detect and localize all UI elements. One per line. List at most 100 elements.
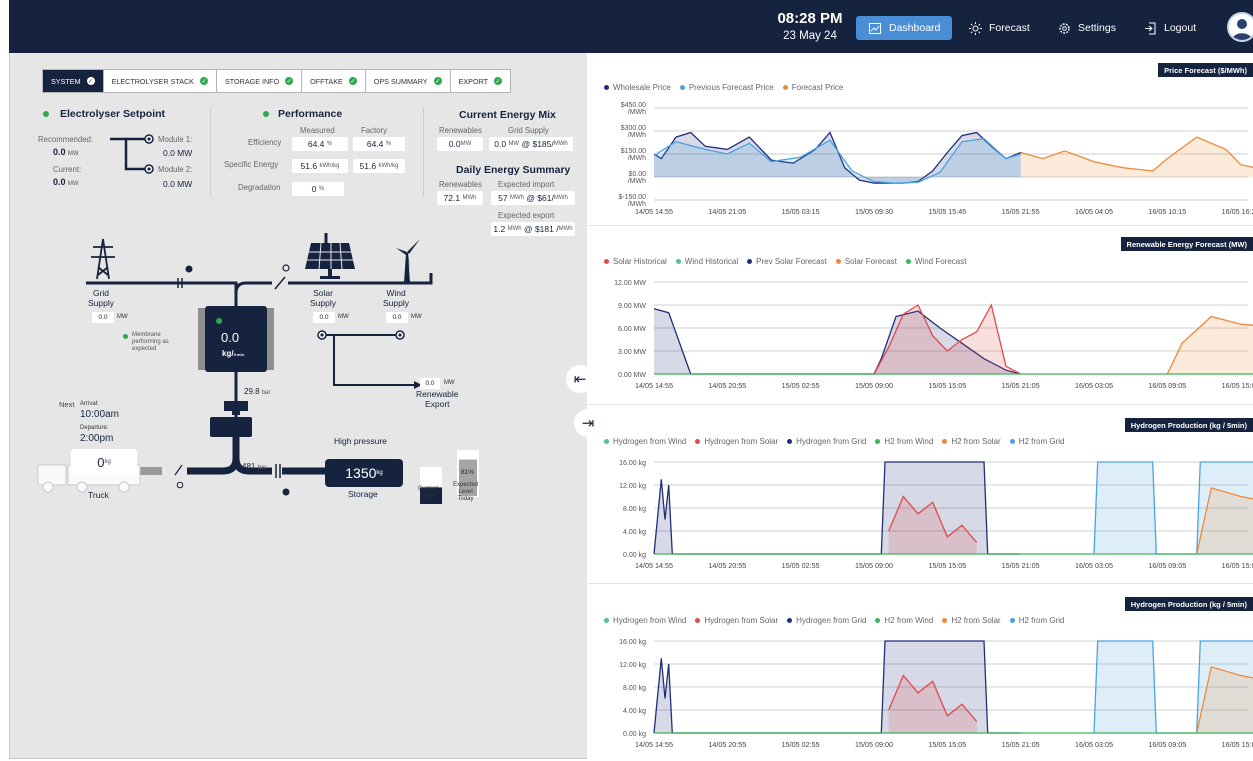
tab-label: SYSTEM <box>51 76 81 86</box>
x-tick-label: 15/05 21:05 <box>1002 740 1040 749</box>
legend-label: Previous Forecast Price <box>688 83 774 92</box>
daily-summary-title: Daily Energy Summary <box>456 164 571 176</box>
module-split-diagram <box>110 134 154 174</box>
legend-item[interactable]: Wind Historical <box>675 257 738 266</box>
truck-load-value: 0 kg <box>71 449 137 475</box>
tab-offtake[interactable]: OFFTAKE ✓ <box>302 70 366 92</box>
legend-item[interactable]: H2 from Grid <box>1009 616 1065 625</box>
nav-forecast-button[interactable]: Forecast <box>968 16 1030 40</box>
legend-label: H2 from Grid <box>1018 616 1065 625</box>
legend-item[interactable]: Hydrogen from Wind <box>604 437 686 446</box>
legend-item[interactable]: Hydrogen from Wind <box>604 616 686 625</box>
legend-item[interactable]: Hydrogen from Grid <box>787 616 866 625</box>
renewable-export-value: 0.0 <box>420 378 440 389</box>
x-tick-label: 15/05 02:55 <box>782 561 820 570</box>
grid-supply-label: Grid Supply <box>88 288 114 308</box>
y-tick-label: 0.00 kg <box>623 731 646 738</box>
legend-item[interactable]: H2 from Grid <box>1009 437 1064 446</box>
renewable-export-unit: MW <box>444 380 455 386</box>
x-tick-label: 16/05 10:15 <box>1148 207 1186 216</box>
series-area <box>1020 137 1253 177</box>
chart-title: Renewable Energy Forecast (MW) <box>1120 237 1253 251</box>
renewable-forecast-chart: Renewable Energy Forecast (MW) Solar His… <box>588 237 1253 402</box>
legend-swatch <box>905 259 911 264</box>
legend-item[interactable]: Hydrogen from Grid <box>787 437 866 446</box>
legend-item[interactable]: Wind Forecast <box>905 257 967 266</box>
legend-item[interactable]: Forecast Price <box>782 83 843 92</box>
top-bar: 08:28 PM 23 May 24 Dashboard Forecast Se… <box>9 0 1253 53</box>
legend-item[interactable]: Prev Solar Forecast <box>747 257 827 266</box>
legend-label: Hydrogen from Solar <box>704 437 779 446</box>
legend-item[interactable]: H2 from Wind <box>875 616 933 625</box>
legend-label: Wind Forecast <box>914 257 967 266</box>
solar-panel-icon <box>305 242 355 279</box>
truck-label: Truck <box>88 490 109 500</box>
legend-item[interactable]: H2 from Wind <box>875 437 933 446</box>
legend-item[interactable]: H2 from Solar <box>942 616 1001 625</box>
wind-supply-label: Wind Supply <box>383 288 409 308</box>
user-icon <box>1232 19 1252 40</box>
series-area <box>654 462 1021 554</box>
legend-label: Hydrogen from Wind <box>613 437 687 446</box>
price-forecast-chart: Price Forecast ($/MWh) Wholesale Price Pr… <box>588 63 1253 223</box>
x-tick-label: 16/05 03:05 <box>1075 740 1113 749</box>
series-area <box>1094 462 1253 554</box>
legend-item[interactable]: Wholesale Price <box>604 83 671 92</box>
tab-label: OFFTAKE <box>310 76 343 86</box>
next-label: Next <box>59 400 75 409</box>
x-tick-label: 14/05 20:55 <box>708 381 746 390</box>
tab-export[interactable]: EXPORT ✓ <box>451 70 510 92</box>
legend-label: Hydrogen from Solar <box>704 616 779 625</box>
current-level-fill <box>420 487 442 504</box>
price-forecast-plot: $450.00/MWh $300.00/MWh $150.00/MWh $0.00/M… <box>618 102 1253 216</box>
specific-energy-measured: 51.6 kWh/kg <box>292 159 348 173</box>
check-icon: ✓ <box>348 77 357 85</box>
x-tick-label: 15/05 09:00 <box>855 740 893 749</box>
y-tick-label: 16.00 kg <box>619 460 646 467</box>
tab-ops-summary[interactable]: OPS SUMMARY ✓ <box>366 70 451 92</box>
legend-label: Prev Solar Forecast <box>756 257 827 266</box>
current-value: 0.0 MW <box>53 177 79 187</box>
tab-electrolyser-stack[interactable]: ELECTROLYSER STACK ✓ <box>104 70 217 92</box>
x-tick-label: 16/05 03:05 <box>1075 381 1113 390</box>
gear-icon <box>1057 21 1071 35</box>
legend-item[interactable]: Solar Historical <box>604 257 667 266</box>
legend-item[interactable]: Solar Forecast <box>835 257 897 266</box>
user-avatar[interactable] <box>1227 12 1253 42</box>
series-line <box>1196 487 1253 555</box>
series-line <box>1166 315 1253 375</box>
legend-item[interactable]: H2 from Solar <box>942 437 1001 446</box>
legend-item[interactable]: Hydrogen from Solar <box>695 616 778 625</box>
solar-supply-label: Solar Supply <box>310 288 336 308</box>
legend-item[interactable]: Hydrogen from Solar <box>695 437 778 446</box>
series-area <box>654 641 1021 733</box>
collapse-panel-button[interactable]: ⇤ <box>566 365 594 393</box>
module1-value: 0.0 MW <box>163 148 193 158</box>
recommended-value: 0.0 MW <box>53 147 79 157</box>
daily-renewables-value: 72.1 MWh <box>437 191 483 205</box>
x-tick-label: 15/05 15:45 <box>928 207 966 216</box>
hydrogen-production-chart-1: Hydrogen Production (kg / 5min) Hydrogen… <box>588 418 1253 578</box>
pressure-2: 481 bar <box>242 462 267 471</box>
expand-panel-button[interactable]: ⇥ <box>574 409 602 437</box>
tab-storage-info[interactable]: STORAGE INFO ✓ <box>217 70 303 92</box>
check-icon: ✓ <box>433 77 442 85</box>
legend-item[interactable]: Previous Forecast Price <box>679 83 774 92</box>
legend-label: Solar Historical <box>613 257 667 266</box>
grid-supply-value: 0.0 <box>92 312 114 323</box>
legend-label: H2 from Wind <box>884 616 934 625</box>
x-tick-label: 16/05 04:05 <box>1075 207 1113 216</box>
series-area <box>654 308 1021 374</box>
nav-dashboard-button[interactable]: Dashboard <box>856 16 953 40</box>
legend-swatch <box>942 439 948 444</box>
nav-logout-button[interactable]: Logout <box>1143 16 1196 40</box>
compressor-unit <box>210 417 252 437</box>
efficiency-measured: 64.4 % <box>292 137 348 151</box>
nav-settings-button[interactable]: Settings <box>1057 16 1116 40</box>
chart-legend: Hydrogen from Wind Hydrogen from Solar Hyd… <box>604 616 1064 625</box>
expected-export-value: 1.2 MWh @ $181 /MWh <box>491 222 575 236</box>
y-tick-label: 0.00 kg <box>623 552 646 559</box>
x-tick-label: 14/05 14:55 <box>635 561 673 570</box>
tab-system[interactable]: SYSTEM ✓ <box>43 70 104 92</box>
legend-swatch <box>604 259 609 264</box>
